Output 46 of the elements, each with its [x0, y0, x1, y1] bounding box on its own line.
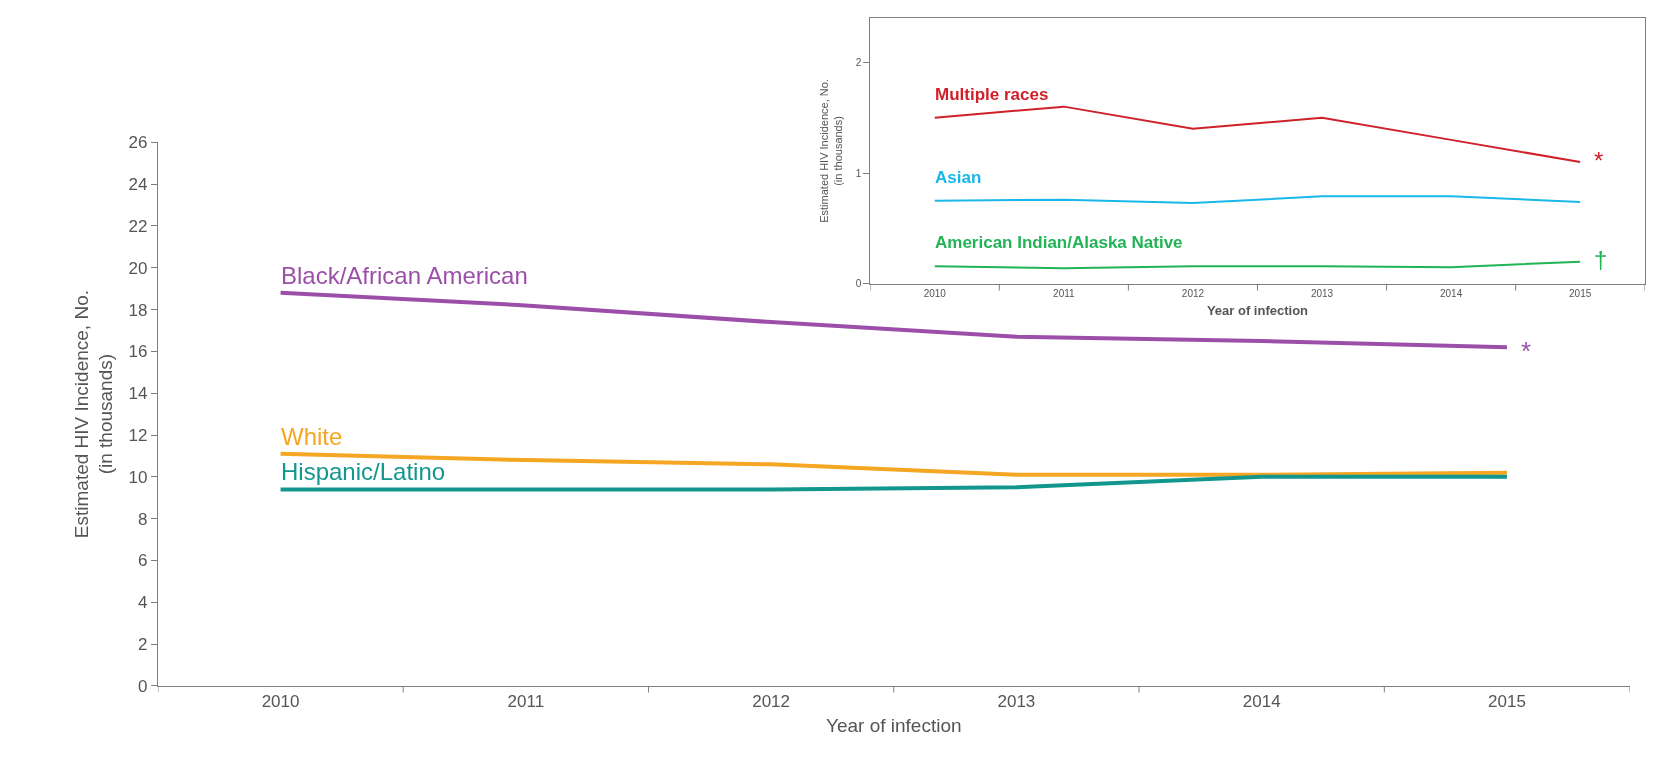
y-tick-label: 1 [855, 167, 862, 179]
y-tick-label: 6 [138, 551, 148, 571]
x-tick-label: 2012 [752, 692, 791, 712]
x-tick-label: 2015 [1488, 692, 1526, 712]
line-series [278, 290, 1509, 350]
annotation: * [1521, 336, 1532, 366]
x-tick-label: 2010 [261, 692, 300, 712]
y-tick-label: 14 [128, 384, 148, 404]
x-axis-title: Year of infection [825, 715, 962, 737]
series-label: American Indian/Alaska Native [935, 233, 1183, 252]
series-label: Black/African American [281, 262, 528, 289]
x-tick-label: 2011 [1053, 287, 1076, 299]
x-tick-label: 2015 [1569, 287, 1592, 299]
series-label: Multiple races [935, 85, 1049, 104]
series-label: Hispanic/Latino [281, 458, 446, 485]
y-tick-label: 4 [138, 593, 148, 613]
x-tick-label: 2014 [1439, 287, 1463, 299]
y-tick-label: 10 [128, 467, 148, 487]
y-tick-label: 8 [138, 509, 148, 529]
y-tick-label: 22 [128, 216, 148, 236]
x-tick-label: 2012 [1181, 287, 1205, 299]
y-tick-label: 2 [138, 635, 148, 655]
y-axis-title: Estimated HIV Incidence, No. (in thousands) [70, 290, 117, 539]
line-series [933, 105, 1582, 164]
y-tick-label: 12 [128, 425, 148, 445]
annotation: † [1594, 246, 1608, 273]
x-tick-label: 2014 [1242, 692, 1281, 712]
y-tick-label: 2 [855, 56, 862, 68]
x-tick-label: 2013 [997, 692, 1036, 712]
x-tick-label: 2013 [1310, 287, 1334, 299]
y-axis-title: Estimated HIV Incidence, No. (in thousands) [818, 79, 845, 223]
y-tick-label: 20 [128, 258, 148, 278]
y-tick-label: 26 [128, 133, 148, 153]
series-label: White [281, 423, 343, 450]
x-tick-label: 2011 [507, 692, 545, 712]
line-series [933, 195, 1582, 204]
x-tick-label: 2010 [923, 287, 947, 299]
annotation: * [1594, 147, 1604, 174]
x-axis-title: Year of infection [1206, 303, 1309, 319]
y-tick-label: 24 [128, 175, 148, 195]
y-tick-label: 16 [128, 342, 148, 362]
y-tick-label: 0 [855, 278, 862, 290]
y-tick-label: 18 [128, 300, 148, 320]
line-series [933, 260, 1582, 270]
y-tick-label: 0 [138, 676, 148, 696]
series-label: Asian [935, 168, 982, 187]
